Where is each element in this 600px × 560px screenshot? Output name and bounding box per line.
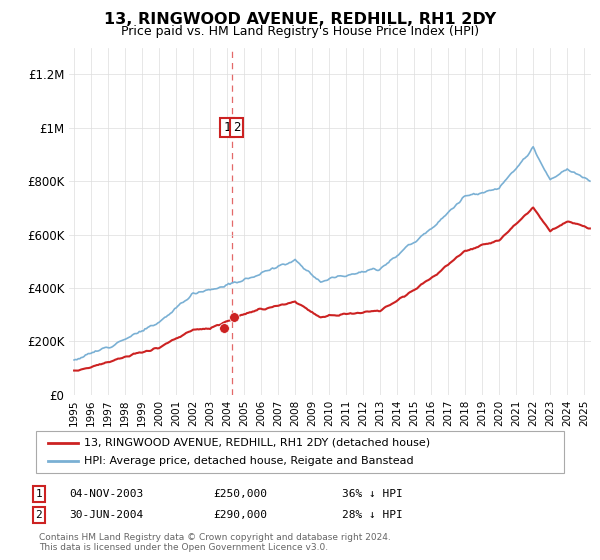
- Text: 1: 1: [35, 489, 43, 499]
- Text: 2: 2: [35, 510, 43, 520]
- Text: 28% ↓ HPI: 28% ↓ HPI: [342, 510, 403, 520]
- Text: Price paid vs. HM Land Registry's House Price Index (HPI): Price paid vs. HM Land Registry's House …: [121, 25, 479, 38]
- Text: Contains HM Land Registry data © Crown copyright and database right 2024.: Contains HM Land Registry data © Crown c…: [39, 533, 391, 542]
- Text: This data is licensed under the Open Government Licence v3.0.: This data is licensed under the Open Gov…: [39, 543, 328, 552]
- Text: 2: 2: [233, 121, 240, 134]
- Text: 36% ↓ HPI: 36% ↓ HPI: [342, 489, 403, 499]
- Text: 13, RINGWOOD AVENUE, REDHILL, RH1 2DY: 13, RINGWOOD AVENUE, REDHILL, RH1 2DY: [104, 12, 496, 27]
- Text: £290,000: £290,000: [213, 510, 267, 520]
- Text: £250,000: £250,000: [213, 489, 267, 499]
- Text: HPI: Average price, detached house, Reigate and Banstead: HPI: Average price, detached house, Reig…: [84, 456, 413, 466]
- Text: 1: 1: [223, 121, 231, 134]
- Text: 04-NOV-2003: 04-NOV-2003: [69, 489, 143, 499]
- Text: 13, RINGWOOD AVENUE, REDHILL, RH1 2DY (detached house): 13, RINGWOOD AVENUE, REDHILL, RH1 2DY (d…: [84, 438, 430, 448]
- Text: 30-JUN-2004: 30-JUN-2004: [69, 510, 143, 520]
